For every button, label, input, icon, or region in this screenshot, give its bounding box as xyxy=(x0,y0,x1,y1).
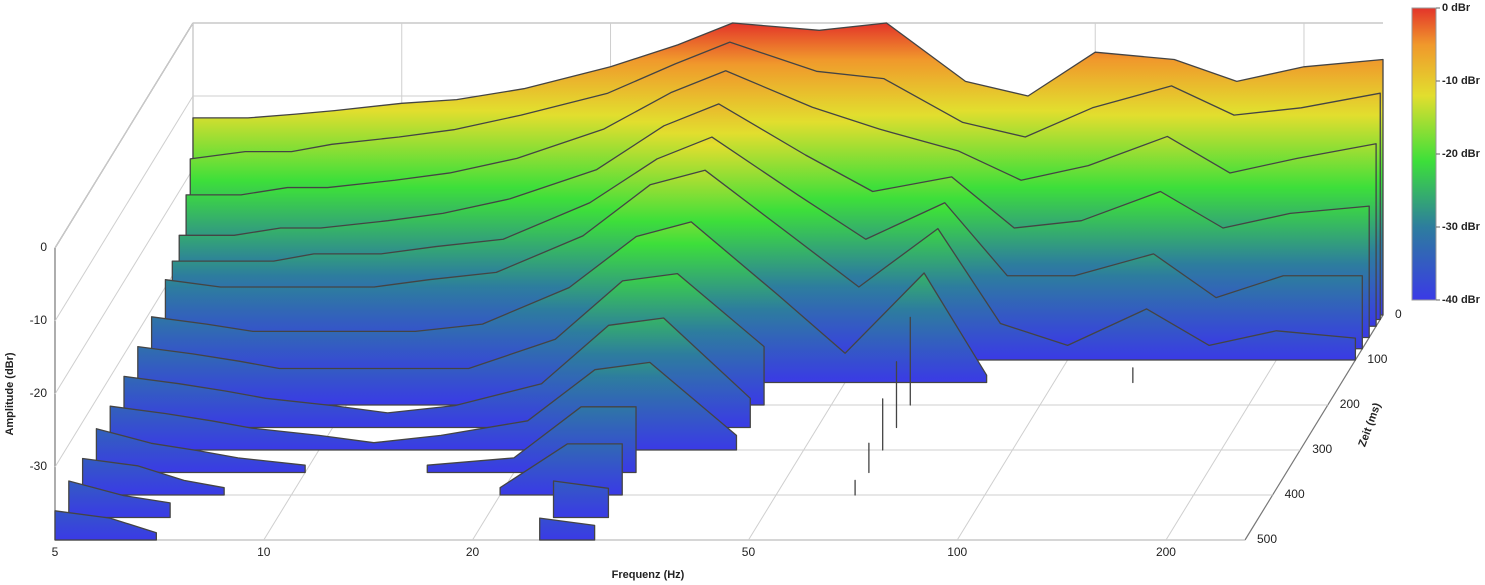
colorbar xyxy=(1411,7,1437,301)
grid-line xyxy=(54,168,194,395)
labels: Frequenz (Hz) Amplitude (dBr) Zeit (ms) … xyxy=(4,240,1402,581)
slice xyxy=(164,169,1357,361)
y-tick-label: -10 xyxy=(30,313,48,327)
x-tick-label: 100 xyxy=(947,545,967,559)
y-tick-label: -20 xyxy=(30,386,48,400)
slice xyxy=(123,317,898,429)
slice xyxy=(68,480,610,519)
y-tick-label: -30 xyxy=(30,459,48,473)
grid-line xyxy=(54,22,194,249)
z-tick-label: 500 xyxy=(1257,532,1277,546)
waterfall xyxy=(54,22,1384,541)
grid-line xyxy=(54,95,194,322)
colorbar-label: 0 dBr xyxy=(1442,2,1471,14)
z-tick-label: 100 xyxy=(1367,352,1387,366)
colorbar-label: -10 dBr xyxy=(1442,75,1481,87)
grid-line xyxy=(54,241,194,468)
x-tick-label: 50 xyxy=(742,545,756,559)
y-axis-title: Amplitude (dBr) xyxy=(4,352,16,435)
x-tick-label: 5 xyxy=(52,545,59,559)
x-axis-title: Frequenz (Hz) xyxy=(612,569,685,581)
x-tick-label: 200 xyxy=(1156,545,1176,559)
z-tick-label: 200 xyxy=(1340,397,1360,411)
z-tick-label: 0 xyxy=(1395,307,1402,321)
y-tick-label: 0 xyxy=(40,240,47,254)
colorbar-label: -20 dBr xyxy=(1442,148,1481,160)
colorbar-label: -40 dBr xyxy=(1442,294,1481,306)
colorbar-label: -30 dBr xyxy=(1442,221,1481,233)
slice xyxy=(95,406,870,474)
right-floor-edge xyxy=(1244,314,1384,541)
slice xyxy=(109,361,884,451)
z-tick-label: 300 xyxy=(1312,442,1332,456)
x-tick-label: 10 xyxy=(257,545,271,559)
slice xyxy=(54,510,596,541)
z-tick-label: 400 xyxy=(1285,487,1305,501)
x-tick-label: 20 xyxy=(466,545,480,559)
